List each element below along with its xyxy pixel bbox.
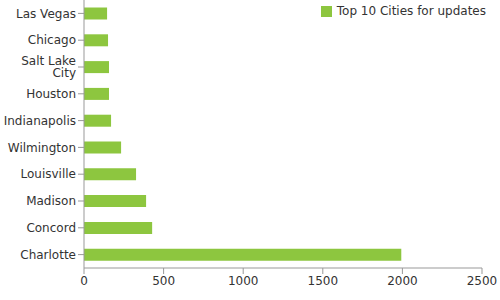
svg-text:Madison: Madison	[26, 194, 76, 208]
svg-text:1000: 1000	[228, 274, 259, 288]
svg-text:1500: 1500	[308, 274, 339, 288]
svg-text:Indianapolis: Indianapolis	[8, 114, 76, 128]
svg-text:Las Vegas: Las Vegas	[16, 7, 76, 21]
svg-text:Houston: Houston	[26, 87, 76, 101]
html-text:Top 10 Cities for updates: Top 10 Cities for updates	[336, 4, 486, 18]
svg-text:0: 0	[80, 274, 88, 288]
svg-text:Charlotte: Charlotte	[20, 248, 76, 262]
svg-text:Salt LakeCity: Salt LakeCity	[21, 54, 76, 80]
svg-text:500: 500	[152, 274, 175, 288]
svg-text:Wilmington: Wilmington	[8, 141, 76, 155]
svg-text:Chicago: Chicago	[28, 33, 76, 47]
svg-text:Concord: Concord	[26, 221, 76, 235]
svg-text:2500: 2500	[467, 274, 492, 288]
svg-text:2000: 2000	[387, 274, 418, 288]
svg-text:Louisville: Louisville	[21, 167, 77, 181]
